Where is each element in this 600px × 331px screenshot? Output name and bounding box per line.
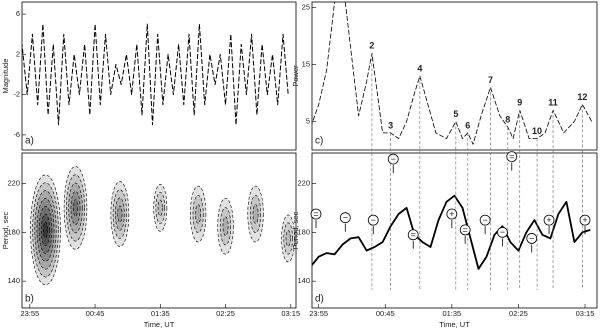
- marker-symbol: −: [500, 227, 505, 237]
- peak-label: 3: [388, 120, 393, 130]
- peak-label: 7: [488, 75, 493, 85]
- marker-symbol: +: [582, 215, 587, 225]
- marker-symbol: −: [482, 215, 487, 225]
- y-tick-label: 180: [297, 227, 310, 236]
- x-tick-label: 23:55: [20, 309, 39, 318]
- plot-area: [22, 23, 289, 126]
- panel-frame: [311, 1, 598, 151]
- marker-circle: [387, 153, 399, 165]
- contour-level: [117, 205, 123, 223]
- y-axis-title: Power: [291, 65, 300, 87]
- contour-level: [222, 216, 229, 236]
- marker-symbol: =: [463, 225, 468, 235]
- peak-label: 8: [505, 115, 510, 125]
- marker-circle: [479, 214, 491, 226]
- plot-area: [312, 2, 593, 145]
- contour-level: [43, 221, 48, 239]
- peak-label: 4: [417, 63, 422, 73]
- x-tick-label: 00:45: [86, 309, 105, 318]
- data-line: [22, 23, 289, 126]
- marker-symbol: −: [391, 154, 396, 164]
- marker-circle: [407, 229, 419, 241]
- peak-label: 11: [548, 98, 558, 108]
- panel-label: b): [25, 294, 34, 305]
- contour-level: [195, 204, 202, 224]
- x-tick-label: 00:45: [376, 309, 395, 318]
- contour-level: [252, 204, 259, 224]
- panel-label: d): [315, 294, 324, 305]
- x-tick-label: 23:55: [309, 309, 328, 318]
- x-axis-title: Time, UT: [144, 320, 175, 329]
- y-tick-label: 15: [302, 60, 310, 69]
- marker-symbol: −: [343, 213, 348, 223]
- marker-circle: [310, 208, 322, 220]
- y-tick-label: -6: [13, 130, 20, 139]
- marker-circle: [339, 212, 351, 224]
- y-axis-title: Magnitude: [1, 58, 10, 93]
- peak-label: 5: [453, 109, 458, 119]
- y-tick-label: 220: [297, 178, 310, 187]
- plot-area: [30, 166, 296, 286]
- marker-symbol: =: [313, 209, 318, 219]
- y-tick-label: 180: [7, 227, 20, 236]
- marker-symbol: =: [411, 230, 416, 240]
- panel-frame: [21, 1, 297, 151]
- peak-label: 12: [577, 92, 587, 102]
- y-axis-title: Period, sec: [291, 211, 300, 249]
- marker-circle: [367, 214, 379, 226]
- marker-symbol: −: [529, 233, 534, 243]
- y-axis-title: Period, sec: [1, 211, 10, 249]
- panel-label: c): [315, 136, 323, 147]
- marker-symbol: +: [546, 215, 551, 225]
- marker-circle: [579, 214, 591, 226]
- panel-label: a): [25, 136, 34, 147]
- peak-label: 6: [465, 120, 470, 130]
- y-tick-label: 6: [16, 9, 20, 18]
- y-tick-label: 140: [7, 276, 20, 285]
- peak-label: 9: [517, 98, 522, 108]
- y-tick-label: 2: [16, 49, 20, 58]
- contour-level: [157, 199, 163, 217]
- marker-symbol: =: [509, 152, 514, 162]
- marker-circle: [526, 233, 538, 244]
- peak-label: 2: [369, 41, 374, 51]
- contour-level: [285, 230, 291, 247]
- peak-label: 10: [532, 126, 542, 136]
- panel-frame: [21, 152, 297, 309]
- contour-level: [72, 199, 79, 217]
- x-tick-label: 03:15: [576, 309, 595, 318]
- x-tick-label: 03:15: [281, 309, 300, 318]
- y-tick-label: 25: [302, 3, 310, 12]
- plot-area: [312, 194, 591, 270]
- marker-symbol: −: [371, 215, 376, 225]
- marker-circle: [497, 226, 508, 238]
- marker-circle: [506, 151, 518, 163]
- marker-circle: [446, 208, 458, 220]
- x-tick-label: 01:35: [442, 309, 461, 318]
- marker-circle: [543, 214, 555, 226]
- x-tick-label: 01:35: [151, 309, 170, 318]
- x-axis-title: Time, UT: [439, 320, 470, 329]
- panel-frame: [311, 152, 598, 309]
- data-line: [312, 2, 593, 145]
- y-tick-label: 220: [7, 178, 20, 187]
- marker-circle: [459, 224, 471, 236]
- data-line: [312, 194, 591, 270]
- y-tick-label: 5: [306, 117, 310, 126]
- marker-symbol: +: [449, 209, 454, 219]
- x-tick-label: 02:25: [509, 309, 528, 318]
- x-tick-label: 02:25: [216, 309, 235, 318]
- y-tick-label: 140: [297, 276, 310, 285]
- y-tick-label: -2: [13, 90, 20, 99]
